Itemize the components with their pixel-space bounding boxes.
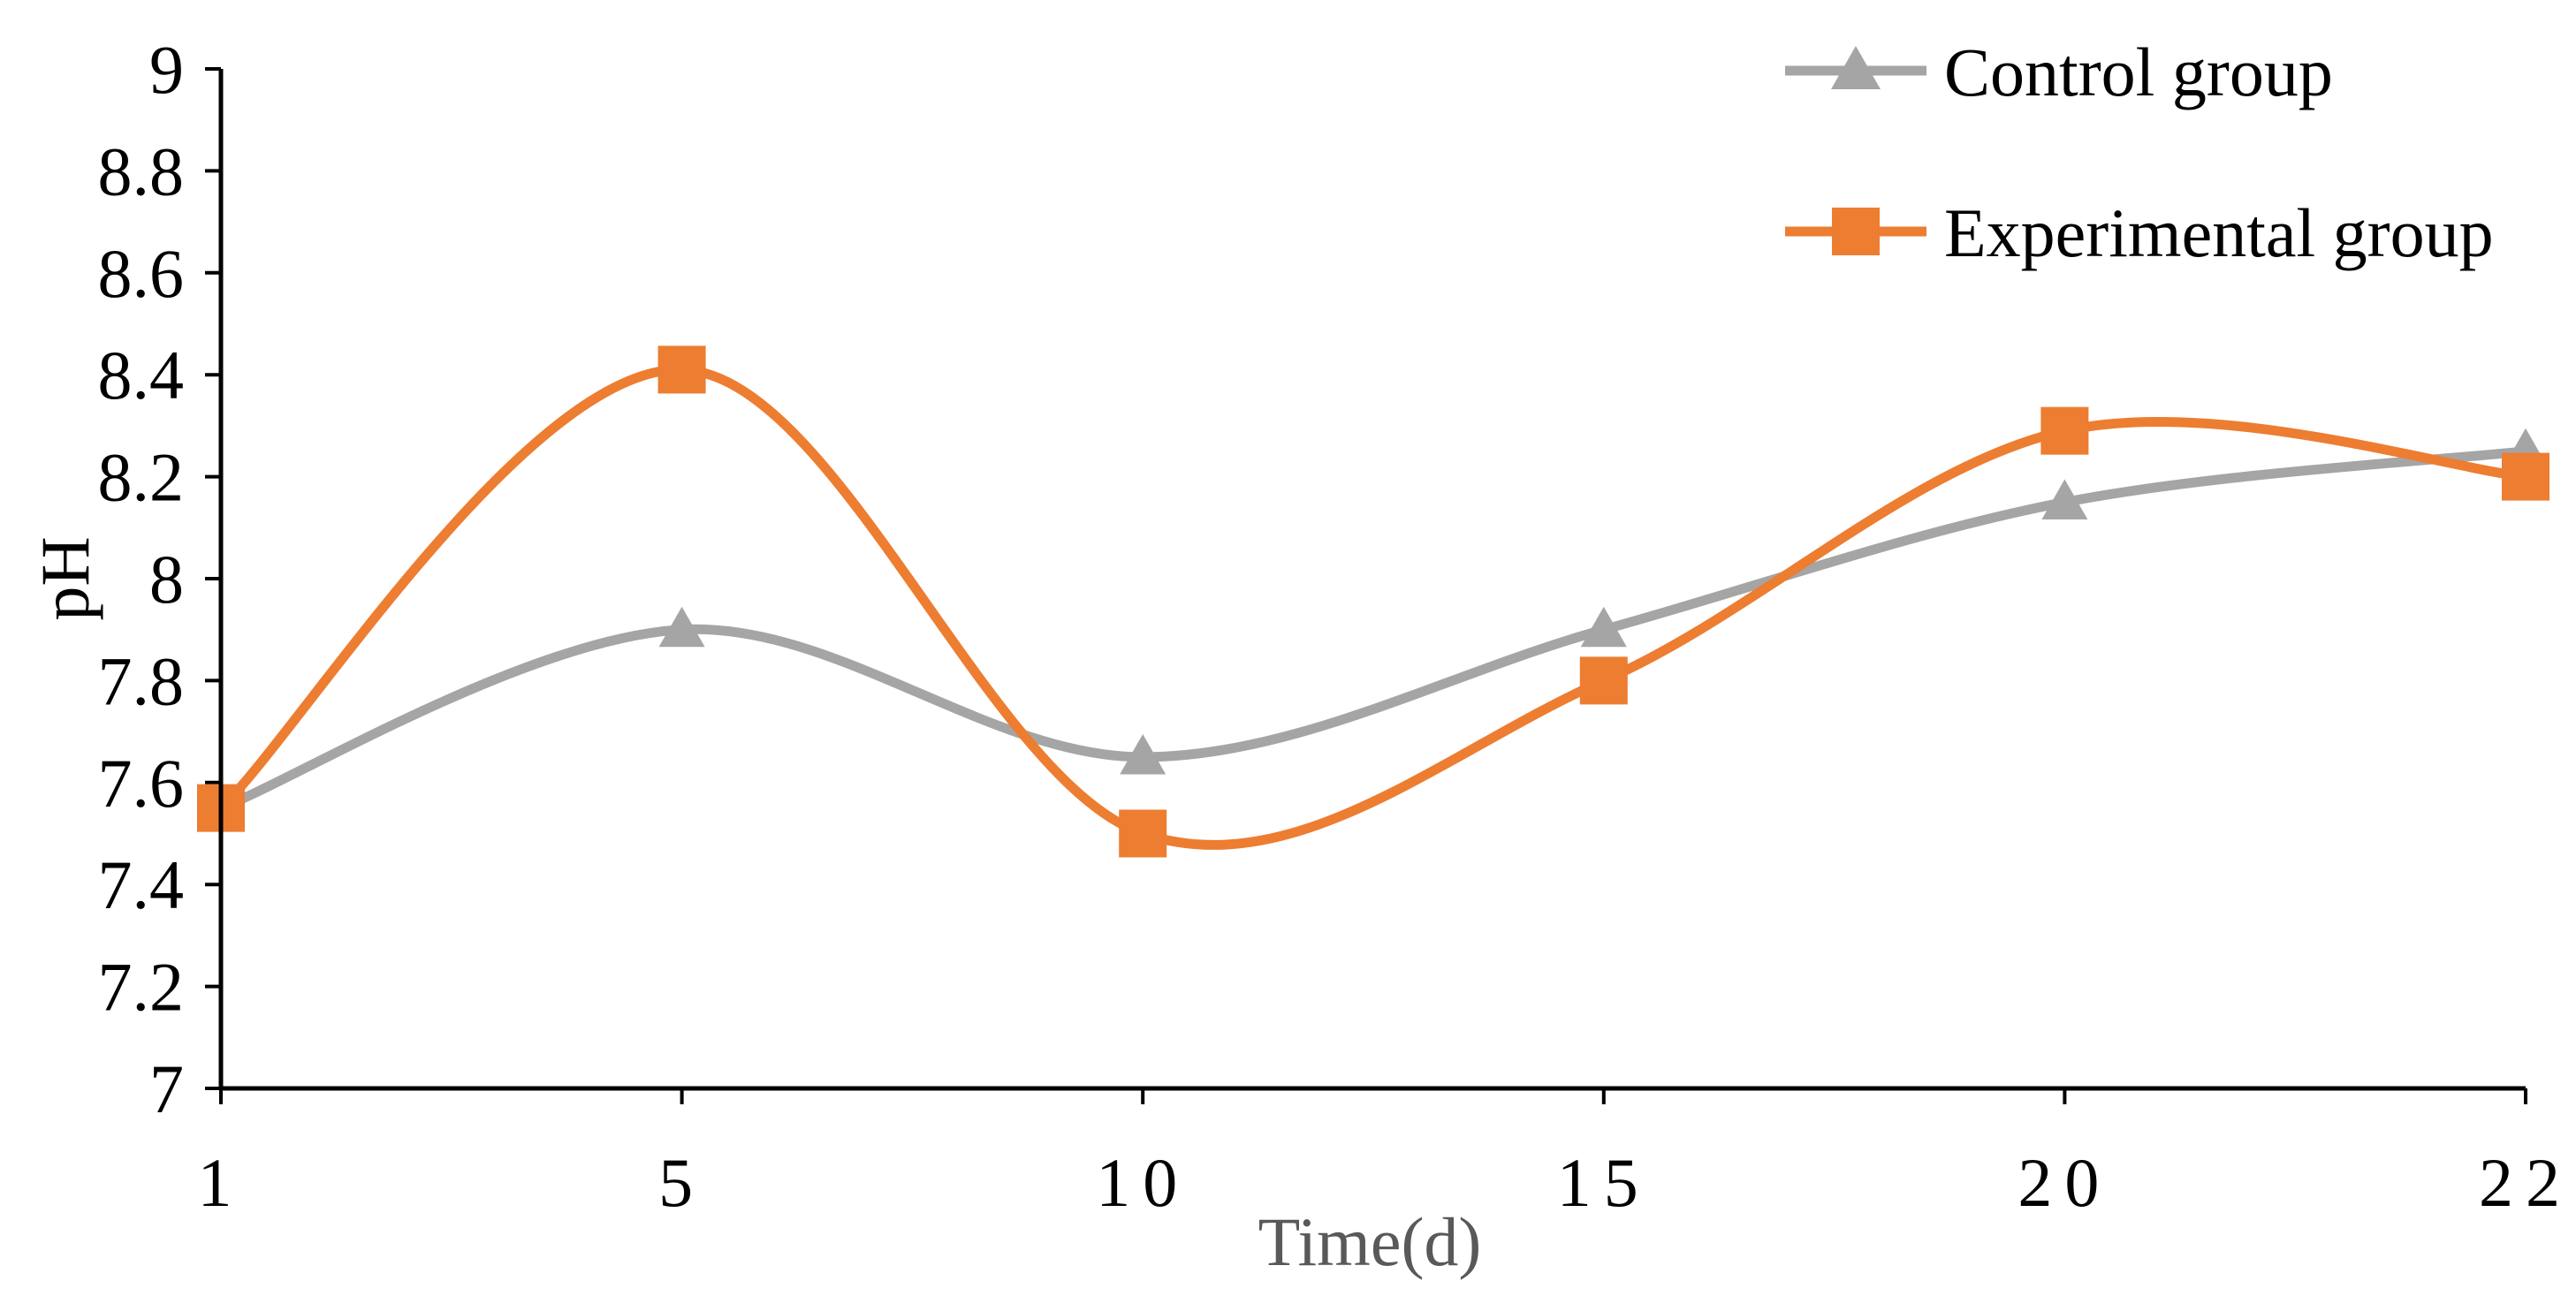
legend-marker-experimental <box>1832 208 1880 255</box>
data-point-marker <box>1580 606 1627 648</box>
x-tick-label: 20 <box>2017 1144 2111 1221</box>
y-tick-label: 9 <box>149 31 184 108</box>
y-tick-label: 7.4 <box>98 846 185 923</box>
y-axis-title: pH <box>27 536 103 620</box>
y-tick-label: 8 <box>149 541 184 618</box>
x-tick-label: 15 <box>1557 1144 1651 1221</box>
x-tick-label: 22 <box>2479 1144 2572 1221</box>
legend-item-experimental: Experimental group <box>1785 194 2494 271</box>
x-tick-label: 1 <box>198 1144 245 1221</box>
series-layer <box>197 345 2549 858</box>
y-tick-label: 7.6 <box>98 745 185 822</box>
series-line <box>216 446 2531 814</box>
legend: Control group Experimental group <box>1785 34 2494 271</box>
y-tick-label: 8.6 <box>98 235 185 312</box>
y-axis-ticks: 7 7.2 7.4 7.6 7.8 8 8.2 8.4 8.6 8.8 9 <box>98 31 221 1127</box>
legend-marker-control <box>1831 46 1881 89</box>
y-tick-label: 8.2 <box>98 439 185 516</box>
data-point-marker <box>2040 406 2089 455</box>
y-tick-label: 7 <box>149 1050 184 1127</box>
y-tick-label: 8.8 <box>98 133 185 209</box>
legend-label-experimental: Experimental group <box>1944 194 2494 271</box>
series-experimental-group <box>197 345 2549 858</box>
x-tick-label: 10 <box>1096 1144 1189 1221</box>
data-point-marker <box>1120 733 1166 775</box>
legend-label-control: Control group <box>1944 34 2333 110</box>
series-control-group <box>198 428 2549 826</box>
x-tick-label: 5 <box>658 1144 705 1221</box>
data-point-marker <box>657 345 706 394</box>
y-tick-label: 7.2 <box>98 949 185 1026</box>
x-axis-title: Time(d) <box>1258 1203 1482 1280</box>
data-point-marker <box>2041 479 2088 519</box>
data-point-marker <box>1119 809 1167 858</box>
y-tick-label: 7.8 <box>98 642 185 719</box>
series-line <box>216 364 2531 850</box>
data-point-marker <box>658 606 705 648</box>
y-tick-label: 8.4 <box>98 337 185 413</box>
data-point-marker <box>1579 656 1628 705</box>
data-point-marker <box>2502 452 2549 501</box>
x-axis-ticks: 1 5 10 15 20 22 <box>198 1088 2572 1221</box>
legend-item-control: Control group <box>1785 34 2333 110</box>
